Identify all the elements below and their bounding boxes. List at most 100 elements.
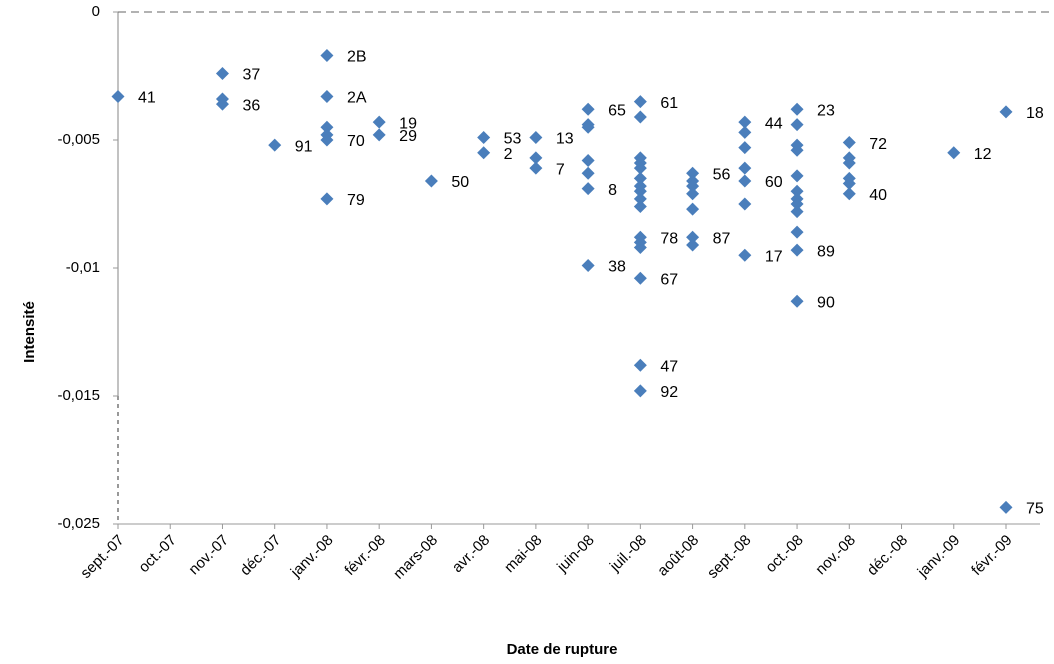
data-point [477, 130, 491, 144]
x-tick-label: août-08 [654, 532, 702, 580]
x-tick-label: févr.-08 [341, 532, 388, 579]
data-point [320, 49, 334, 63]
data-point [320, 192, 334, 206]
x-tick-label: nov.-07 [185, 532, 232, 579]
point-label: 89 [817, 243, 835, 260]
data-point [268, 138, 282, 152]
point-label: 50 [451, 174, 469, 191]
point-label: 47 [660, 358, 678, 375]
y-tick-label: 0 [92, 3, 100, 20]
x-tick-label: juil.-08 [606, 532, 650, 576]
point-label: 2 [504, 146, 513, 163]
point-label: 23 [817, 102, 835, 119]
point-label: 44 [765, 115, 783, 132]
point-label: 65 [608, 102, 626, 119]
x-tick-label: oct.-07 [135, 532, 179, 576]
point-label: 37 [242, 67, 260, 84]
data-point [686, 238, 700, 252]
point-label: 36 [242, 97, 260, 114]
data-point [529, 161, 543, 175]
point-label: 29 [399, 128, 417, 145]
data-point [581, 166, 595, 180]
data-point [320, 120, 334, 134]
data-point [215, 66, 229, 80]
data-point [842, 177, 856, 191]
data-point [738, 115, 752, 129]
point-label: 87 [713, 230, 731, 247]
x-tick-label: oct.-08 [762, 532, 806, 576]
point-label: 67 [660, 271, 678, 288]
data-point [320, 133, 334, 147]
data-point [790, 143, 804, 157]
data-point [633, 271, 647, 285]
point-label: 72 [869, 136, 887, 153]
point-label: 2A [347, 90, 367, 107]
data-point [842, 187, 856, 201]
point-label: 91 [295, 138, 313, 155]
data-point [686, 202, 700, 216]
data-point [633, 200, 647, 214]
point-label: 75 [1026, 501, 1044, 518]
point-label: 13 [556, 131, 574, 148]
y-tick-label: -0,005 [57, 131, 100, 148]
data-point [581, 153, 595, 167]
data-point [581, 182, 595, 196]
x-tick-label: sept.-07 [77, 532, 127, 582]
data-point [738, 161, 752, 175]
data-point [633, 384, 647, 398]
data-point [999, 105, 1013, 119]
point-label: 40 [869, 187, 887, 204]
data-point [738, 174, 752, 188]
point-label: 70 [347, 133, 365, 150]
x-tick-label: déc.-08 [864, 532, 911, 579]
point-label: 2B [347, 49, 367, 66]
data-point [790, 205, 804, 219]
data-point [215, 97, 229, 111]
point-label: 61 [660, 95, 678, 112]
point-label: 56 [713, 166, 731, 183]
point-label: 41 [138, 90, 156, 107]
point-label: 7 [556, 161, 565, 178]
point-label: 38 [608, 259, 626, 276]
data-point [633, 192, 647, 206]
x-tick-label: sept.-08 [704, 532, 754, 582]
y-tick-label: -0,01 [66, 259, 100, 276]
data-point [686, 187, 700, 201]
point-label: 53 [504, 131, 522, 148]
data-point [790, 184, 804, 198]
data-point [633, 110, 647, 124]
data-point [633, 184, 647, 198]
data-point [947, 146, 961, 160]
point-label: 79 [347, 192, 365, 209]
data-point [790, 102, 804, 116]
data-point [633, 161, 647, 175]
y-axis-title: Intensité [21, 301, 38, 363]
data-point [633, 358, 647, 372]
data-point [738, 197, 752, 211]
data-point [633, 95, 647, 109]
data-point [633, 171, 647, 185]
x-tick-label: févr.-09 [968, 532, 1015, 579]
data-point [790, 169, 804, 183]
data-point [999, 500, 1013, 514]
point-label: 78 [660, 230, 678, 247]
data-point [686, 166, 700, 180]
data-point [424, 174, 438, 188]
data-point [790, 197, 804, 211]
data-point [686, 230, 700, 244]
x-tick-label: mai-08 [501, 532, 545, 576]
data-point [529, 151, 543, 165]
data-point [790, 243, 804, 257]
x-tick-label: mars-08 [390, 532, 441, 583]
data-point [633, 241, 647, 255]
y-tick-label: -0,015 [57, 387, 100, 404]
point-label: 17 [765, 248, 783, 265]
data-point [477, 146, 491, 160]
data-point [842, 156, 856, 170]
data-point [790, 225, 804, 239]
data-point [372, 128, 386, 142]
point-label: 8 [608, 182, 617, 199]
x-tick-label: janv.-09 [914, 532, 964, 582]
x-tick-label: janv.-08 [287, 532, 337, 582]
data-point [738, 141, 752, 155]
